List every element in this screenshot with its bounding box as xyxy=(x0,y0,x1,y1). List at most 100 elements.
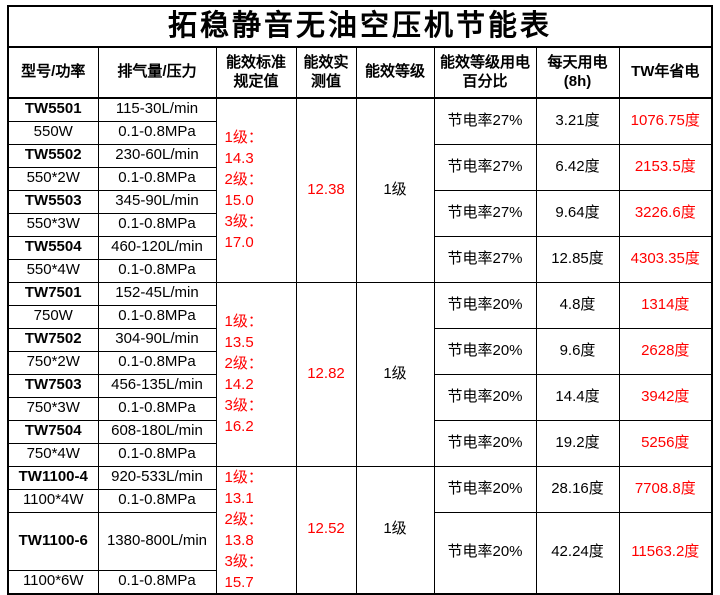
model-cell: TW7504 xyxy=(7,419,99,444)
daily-usage-cell: 9.64度 xyxy=(535,189,620,237)
page: 拓稳静音无油空压机节能表 型号/功率 排气量/压力 能效标准 规定值 能效实 测… xyxy=(7,5,714,595)
header-annual-saving: TW年省电 xyxy=(618,46,713,99)
power-cell: 750W xyxy=(7,304,99,329)
table-row: 550*4W 0.1-0.8MPa xyxy=(7,258,712,283)
annual-saving-cell: 5256度 xyxy=(618,419,713,467)
flow-cell: 456-135L/min xyxy=(97,373,217,398)
header-model-power: 型号/功率 xyxy=(7,46,99,99)
power-cell: 750*3W xyxy=(7,396,99,421)
table-row: TW7504 608-180L/min 节电率20% 19.2度 5256度 xyxy=(7,419,713,467)
table-row: 750*2W 0.1-0.8MPa xyxy=(7,350,712,375)
flow-cell: 230-60L/min xyxy=(97,143,217,168)
pressure-cell: 0.1-0.8MPa xyxy=(97,258,217,283)
power-cell: 750*2W xyxy=(7,350,99,375)
annual-saving-cell: 1076.75度 xyxy=(618,97,713,145)
header-row: 型号/功率 排气量/压力 能效标准 规定值 能效实 测值 能效等级 能效等级用电… xyxy=(7,46,713,99)
power-cell: 750*4W xyxy=(7,442,99,467)
pressure-cell: 0.1-0.8MPa xyxy=(97,304,217,329)
pressure-cell: 0.1-0.8MPa xyxy=(97,350,217,375)
table-row: 1100*4W 0.1-0.8MPa xyxy=(7,488,712,513)
flow-cell: 152-45L/min xyxy=(97,281,217,306)
annual-saving-cell: 2628度 xyxy=(618,327,713,375)
flow-cell: 304-90L/min xyxy=(97,327,217,352)
annual-saving-cell: 3942度 xyxy=(618,373,713,421)
measured-value-cell: 12.52 xyxy=(295,465,357,594)
annual-saving-cell: 11563.2度 xyxy=(618,511,713,594)
pressure-cell: 0.1-0.8MPa xyxy=(97,120,217,145)
power-cell: 1100*6W xyxy=(7,570,99,594)
flow-cell: 608-180L/min xyxy=(97,419,217,444)
table-row: 550*3W 0.1-0.8MPa xyxy=(7,212,712,237)
measured-value-cell: 12.82 xyxy=(295,281,357,467)
table-row: TW5504 460-120L/min 节电率27% 12.85度 4303.3… xyxy=(7,235,713,283)
table-row: TW5502 230-60L/min 节电率27% 6.42度 2153.5度 xyxy=(7,143,713,191)
flow-cell: 345-90L/min xyxy=(97,189,217,214)
saving-rate-cell: 节电率27% xyxy=(433,189,537,237)
table-row: TW7502 304-90L/min 节电率20% 9.6度 2628度 xyxy=(7,327,713,375)
pressure-cell: 0.1-0.8MPa xyxy=(97,166,217,191)
model-cell: TW7501 xyxy=(7,281,99,306)
annual-saving-cell: 2153.5度 xyxy=(618,143,713,191)
saving-rate-cell: 节电率27% xyxy=(433,143,537,191)
table-row: 750W 0.1-0.8MPa xyxy=(7,304,712,329)
header-efficiency-grade: 能效等级 xyxy=(355,46,435,99)
saving-rate-cell: 节电率20% xyxy=(433,327,537,375)
daily-usage-cell: 6.42度 xyxy=(535,143,620,191)
model-cell: TW5501 xyxy=(7,97,99,122)
header-usage-percentage: 能效等级用电 百分比 xyxy=(433,46,537,99)
table-row: TW1100-4 920-533L/min 1级： 13.1 2级： 13.8 … xyxy=(7,465,713,594)
power-cell: 550*2W xyxy=(7,166,99,191)
table-row: TW5501 115-30L/min 1级： 14.3 2级： 15.0 3级：… xyxy=(7,97,713,283)
standard-values-cell: 1级： 13.1 2级： 13.8 3级： 15.7 xyxy=(215,465,297,594)
table-row: 750*3W 0.1-0.8MPa xyxy=(7,396,712,421)
pressure-cell: 0.1-0.8MPa xyxy=(97,396,217,421)
saving-rate-cell: 节电率20% xyxy=(433,373,537,421)
saving-rate-cell: 节电率20% xyxy=(433,465,537,513)
standard-values-cell: 1级： 14.3 2级： 15.0 3级： 17.0 xyxy=(215,97,297,283)
header-standard-value: 能效标准 规定值 xyxy=(215,46,297,99)
measured-value-cell: 12.38 xyxy=(295,97,357,283)
flow-cell: 920-533L/min xyxy=(97,465,217,490)
model-cell: TW1100-4 xyxy=(7,465,99,490)
model-cell: TW5504 xyxy=(7,235,99,260)
flow-cell: 460-120L/min xyxy=(97,235,217,260)
daily-usage-cell: 3.21度 xyxy=(535,97,620,145)
table-row: 550*2W 0.1-0.8MPa xyxy=(7,166,712,191)
annual-saving-cell: 4303.35度 xyxy=(618,235,713,283)
table-row: 750*4W 0.1-0.8MPa xyxy=(7,442,712,467)
model-cell: TW1100-6 xyxy=(7,511,99,571)
saving-rate-cell: 节电率27% xyxy=(433,97,537,145)
standard-values-cell: 1级： 13.5 2级： 14.2 3级： 16.2 xyxy=(215,281,297,467)
model-cell: TW5502 xyxy=(7,143,99,168)
header-measured-value: 能效实 测值 xyxy=(295,46,357,99)
power-cell: 550*4W xyxy=(7,258,99,283)
model-cell: TW5503 xyxy=(7,189,99,214)
daily-usage-cell: 14.4度 xyxy=(535,373,620,421)
saving-rate-cell: 节电率20% xyxy=(433,511,537,594)
grade-cell: 1级 xyxy=(355,281,435,467)
flow-cell: 115-30L/min xyxy=(97,97,217,122)
flow-cell: 1380-800L/min xyxy=(97,511,217,571)
saving-rate-cell: 节电率27% xyxy=(433,235,537,283)
pressure-cell: 0.1-0.8MPa xyxy=(97,442,217,467)
grade-cell: 1级 xyxy=(355,465,435,594)
annual-saving-cell: 3226.6度 xyxy=(618,189,713,237)
power-cell: 550W xyxy=(7,120,99,145)
header-displacement-pressure: 排气量/压力 xyxy=(97,46,217,99)
annual-saving-cell: 7708.8度 xyxy=(618,465,713,513)
table-row: TW5503 345-90L/min 节电率27% 9.64度 3226.6度 xyxy=(7,189,713,237)
daily-usage-cell: 9.6度 xyxy=(535,327,620,375)
table-row: TW7501 152-45L/min 1级： 13.5 2级： 14.2 3级：… xyxy=(7,281,713,467)
daily-usage-cell: 42.24度 xyxy=(535,511,620,594)
annual-saving-cell: 1314度 xyxy=(618,281,713,329)
pressure-cell: 0.1-0.8MPa xyxy=(97,488,217,513)
saving-rate-cell: 节电率20% xyxy=(433,281,537,329)
saving-rate-cell: 节电率20% xyxy=(433,419,537,467)
title-row: 拓稳静音无油空压机节能表 xyxy=(7,5,713,48)
daily-usage-cell: 28.16度 xyxy=(535,465,620,513)
daily-usage-cell: 19.2度 xyxy=(535,419,620,467)
pressure-cell: 0.1-0.8MPa xyxy=(97,570,217,594)
daily-usage-cell: 12.85度 xyxy=(535,235,620,283)
table-row: 550W 0.1-0.8MPa xyxy=(7,120,712,145)
grade-cell: 1级 xyxy=(355,97,435,283)
